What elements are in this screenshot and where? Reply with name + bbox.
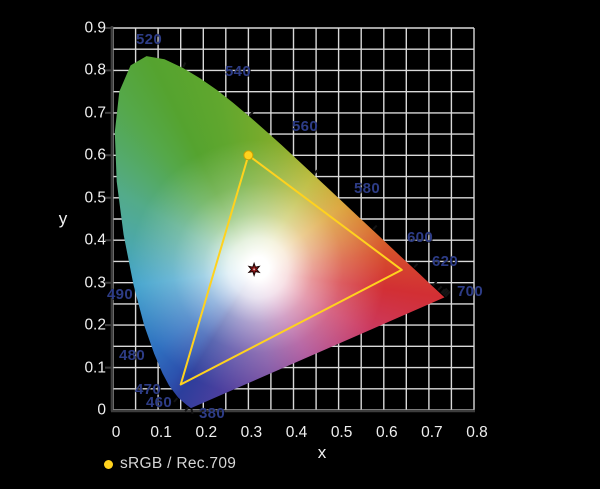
wavelength-label: 580 [354, 180, 380, 197]
wavelength-label: 700 [457, 283, 483, 300]
y-tick-label: 0.2 [84, 316, 106, 334]
x-tick-label: 0.4 [285, 424, 308, 441]
y-tick-label: 0.3 [84, 274, 106, 292]
x-tick-label: 0 [111, 424, 121, 441]
axis-lines [110, 26, 475, 413]
x-tick-label: 0.5 [330, 424, 353, 441]
white-point-marker-center [253, 268, 256, 271]
wavelength-label: 540 [225, 63, 251, 80]
wavelength-label: 620 [432, 253, 458, 270]
legend-swatch-icon [104, 459, 113, 469]
y-axis-title: y [58, 209, 68, 228]
y-tick-label: 0.8 [84, 61, 106, 79]
x-tick-label: 0.3 [240, 424, 263, 441]
x-tick-label: 0.8 [466, 424, 488, 441]
y-tick-label: 0.9 [84, 19, 106, 37]
wavelength-label: 560 [292, 118, 318, 135]
wavelength-label: 600 [407, 229, 433, 246]
y-tick-label: 0 [97, 401, 106, 419]
wavelength-label: 480 [119, 347, 145, 364]
wavelength-label: 460 [146, 394, 172, 411]
wavelength-label: 520 [136, 31, 162, 48]
y-tick-label: 0.6 [84, 146, 106, 164]
wavelength-label: 490 [107, 286, 133, 303]
x-tick-label: 0.1 [150, 424, 172, 441]
x-tick-label: 0.6 [376, 424, 398, 441]
wavelength-label: 380 [199, 405, 225, 422]
y-axis-major-ticks [105, 27, 112, 369]
spectral-locus-ticks [173, 62, 451, 415]
triangle-vertex-dot [243, 150, 254, 161]
y-tick-label: 0.1 [84, 359, 106, 377]
srgb-gamut-triangle [179, 154, 403, 386]
legend-label: sRGB / Rec.709 [120, 455, 237, 472]
x-tick-label: 0.7 [421, 424, 443, 441]
y-tick-label: 0.5 [84, 189, 106, 207]
x-tick-label: 0.2 [195, 424, 218, 441]
y-tick-label: 0.4 [84, 231, 106, 249]
legend: sRGB / Rec.709 [104, 455, 236, 473]
y-tick-label: 0.7 [84, 104, 106, 122]
wavelength-label: 470 [135, 381, 161, 398]
x-axis-title: x [317, 443, 327, 462]
